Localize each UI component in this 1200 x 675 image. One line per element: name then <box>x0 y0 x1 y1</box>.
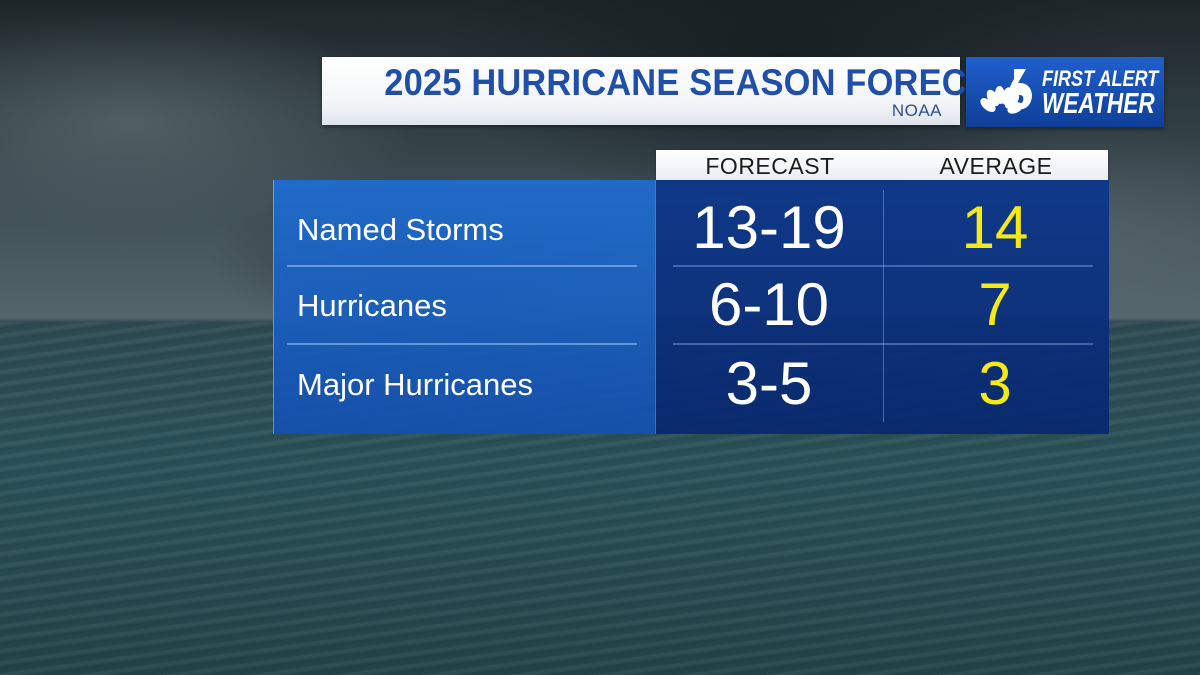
row-label-panel <box>273 180 656 434</box>
forecast-value-hurricanes: 6-10 <box>708 271 830 338</box>
row-divider <box>673 343 1093 345</box>
column-header-bar: FORECAST AVERAGE <box>656 150 1108 180</box>
forecast-value-major-hurricanes: 3-5 <box>725 350 813 417</box>
average-value-major-hurricanes: 3 <box>978 350 1012 417</box>
row-divider <box>673 265 1093 267</box>
row-label-hurricanes: Hurricanes <box>297 288 447 323</box>
average-value-hurricanes: 7 <box>978 271 1012 338</box>
column-divider <box>883 190 884 422</box>
title-banner: 2025 HURRICANE SEASON FORECAST NOAA <box>322 57 1037 125</box>
row-label-named-storms: Named Storms <box>297 212 504 247</box>
first-alert-weather-logo: FIRST ALERT WEATHER <box>966 57 1164 127</box>
forecast-value-named-storms: 13-19 <box>692 194 846 261</box>
column-header-forecast: FORECAST <box>705 153 835 179</box>
graphic-title: 2025 HURRICANE SEASON FORECAST <box>384 62 1037 103</box>
title-source: NOAA <box>891 101 942 120</box>
row-divider <box>287 343 637 345</box>
nbc-peacock-6-icon <box>980 69 1032 114</box>
row-divider <box>287 265 637 267</box>
row-label-major-hurricanes: Major Hurricanes <box>297 367 534 402</box>
average-value-named-storms: 14 <box>961 194 1029 261</box>
logo-line-weather: WEATHER <box>1042 88 1155 120</box>
value-panel <box>655 180 1109 434</box>
logo-line-first-alert: FIRST ALERT <box>1042 66 1159 91</box>
forecast-table: Named Storms 13-19 14 Hurricanes 6-10 7 … <box>273 180 1109 434</box>
column-header-average: AVERAGE <box>939 153 1053 179</box>
